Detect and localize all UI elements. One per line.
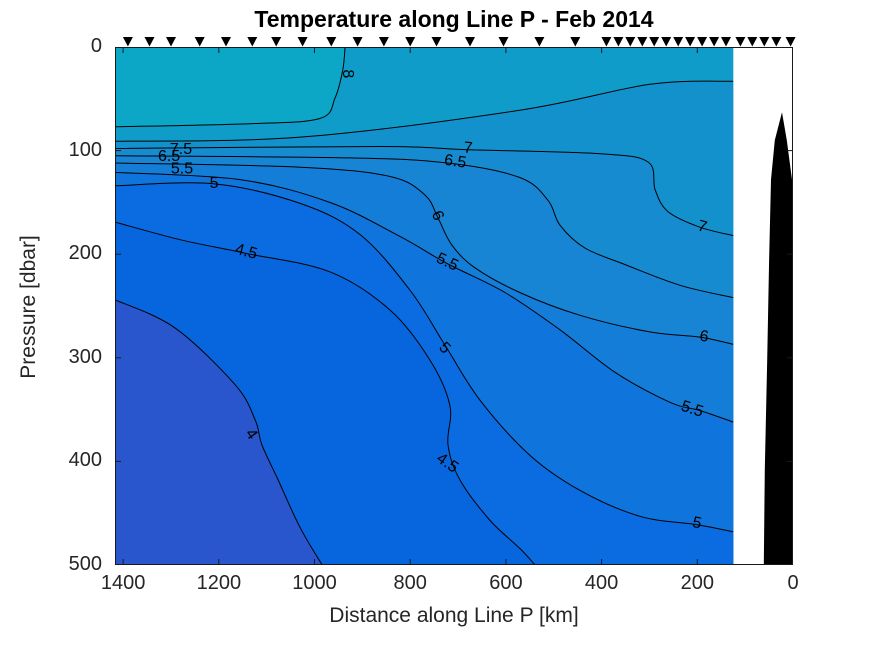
station-triangle-marker — [721, 37, 731, 47]
station-triangle-marker — [709, 37, 720, 47]
station-triangle-marker — [144, 37, 155, 47]
y-tick-label: 200 — [68, 242, 102, 265]
contour-label-6: 6 — [698, 328, 709, 346]
contour-label-7: 7 — [696, 218, 709, 237]
station-triangle-marker — [601, 37, 612, 47]
x-tick-label: 1200 — [196, 572, 242, 594]
plot-frame — [115, 47, 793, 565]
y-tick-label: 100 — [68, 138, 102, 161]
x-tick-label: 1000 — [292, 572, 337, 594]
station-triangle-marker — [637, 37, 648, 47]
station-triangle-marker — [326, 37, 337, 47]
station-triangle-marker — [498, 37, 509, 47]
contour-label-5: 5 — [210, 175, 219, 192]
station-triangle-marker — [625, 37, 636, 47]
station-triangle-marker — [661, 37, 672, 47]
contour-line-4 — [115, 299, 323, 565]
contour-line-6.5 — [115, 155, 734, 299]
station-triangle-marker — [685, 37, 696, 47]
station-triangle-marker — [122, 37, 133, 47]
station-triangle-marker — [297, 37, 308, 47]
station-triangle-marker — [352, 37, 363, 47]
station-triangle-marker — [534, 37, 545, 47]
contour-line-5 — [115, 182, 734, 533]
contour-line-5.5 — [115, 171, 734, 423]
station-triangle-marker — [673, 37, 684, 47]
station-triangle-marker — [247, 37, 258, 47]
bathymetry-silhouette — [763, 112, 792, 565]
station-triangle-marker — [221, 37, 231, 47]
station-triangle-marker — [697, 37, 708, 47]
station-triangle-marker — [570, 37, 581, 47]
y-tick-label: 0 — [90, 35, 102, 57]
contour-label-5: 5 — [691, 514, 703, 533]
band-fill-4 — [115, 299, 323, 565]
station-triangle-marker — [747, 37, 758, 47]
station-markers-row — [122, 37, 796, 47]
station-triangle-marker — [785, 37, 796, 47]
station-triangle-marker — [771, 37, 782, 47]
contour-line-4.5 — [115, 221, 536, 565]
x-tick-label: 0 — [787, 572, 799, 594]
contour-line-7 — [115, 145, 734, 237]
x-tick-label: 200 — [680, 572, 714, 594]
x-tick-label: 400 — [584, 572, 619, 594]
station-triangle-marker — [465, 37, 475, 47]
contour-label-4.5: 4.5 — [233, 241, 259, 263]
contour-label-6.5: 6.5 — [443, 152, 467, 172]
contour-line-8 — [115, 47, 346, 128]
y-axis-label: Pressure [dbar] — [17, 235, 40, 379]
x-tick-label: 600 — [489, 572, 523, 594]
y-tick-label: 400 — [68, 449, 102, 472]
station-triangle-marker — [405, 37, 416, 47]
contour-label-8: 8 — [339, 69, 356, 78]
x-tick-label: 1400 — [100, 572, 146, 594]
station-triangle-marker — [431, 37, 442, 47]
contour-label-6.5: 6.5 — [158, 148, 180, 165]
y-tick-label: 500 — [68, 553, 102, 575]
station-triangle-marker — [166, 37, 176, 47]
station-triangle-marker — [613, 37, 624, 47]
contour-line-7.5 — [115, 80, 734, 142]
station-triangle-marker — [649, 37, 660, 47]
station-triangle-marker — [735, 37, 746, 47]
contour-label-5.5: 5.5 — [171, 160, 193, 177]
contour-line-6 — [115, 162, 734, 345]
station-triangle-marker — [271, 37, 282, 47]
y-tick-label: 300 — [68, 345, 102, 368]
station-triangle-marker — [378, 37, 389, 47]
x-axis-label: Distance along Line P [km] — [329, 604, 579, 627]
contour-label-7.5: 7.5 — [170, 141, 192, 158]
contour-label-7: 7 — [463, 139, 473, 157]
station-triangle-marker — [194, 37, 205, 47]
chart-title: Temperature along Line P - Feb 2014 — [254, 6, 654, 32]
x-tick-label: 800 — [393, 572, 427, 594]
contour-label-5.5: 5.5 — [679, 398, 706, 421]
station-triangle-marker — [759, 37, 770, 47]
